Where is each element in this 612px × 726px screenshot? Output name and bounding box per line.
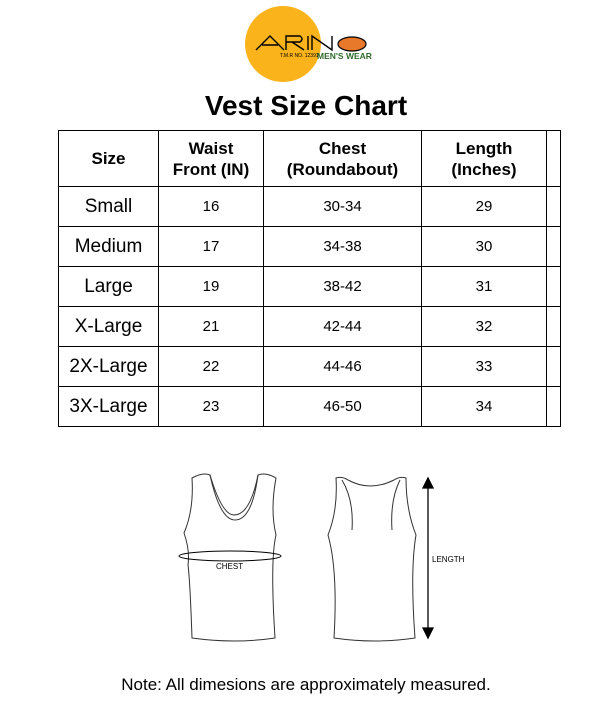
cell-empty <box>546 226 561 267</box>
table-row: X-Large 21 42-44 32 <box>58 306 561 347</box>
header-waist: Waist Front (IN) <box>158 130 264 187</box>
chest-measure-line <box>178 550 282 562</box>
cell-size: 2X-Large <box>58 346 159 387</box>
cell-size: Small <box>58 186 159 227</box>
cell-empty <box>546 306 561 347</box>
table-row: Large 19 38-42 31 <box>58 266 561 307</box>
svg-text:MEN'S WEAR: MEN'S WEAR <box>317 51 372 61</box>
cell-chest: 44-46 <box>263 346 422 387</box>
vest-diagram: CHEST LENGTH <box>170 460 480 650</box>
table-row: 3X-Large 23 46-50 34 <box>58 386 561 427</box>
size-table: Size Waist Front (IN) Chest (Roundabout) L… <box>58 130 561 427</box>
vest-back-illustration <box>327 476 417 642</box>
cell-chest: 38-42 <box>263 266 422 307</box>
table-row: Small 16 30-34 29 <box>58 186 561 227</box>
cell-waist: 17 <box>158 226 264 267</box>
cell-waist: 19 <box>158 266 264 307</box>
table-row: Medium 17 34-38 30 <box>58 226 561 267</box>
header-size: Size <box>58 130 159 187</box>
measurement-note: Note: All dimesions are approximately me… <box>121 675 491 694</box>
svg-text:T.M.R NO. 12391: T.M.R NO. 12391 <box>280 53 319 59</box>
cell-empty <box>546 346 561 387</box>
header-length: Length (Inches) <box>421 130 547 187</box>
cell-empty <box>546 386 561 427</box>
chest-label: CHEST <box>216 562 243 571</box>
cell-size: 3X-Large <box>58 386 159 427</box>
cell-length: 29 <box>421 186 547 227</box>
brand-logo: T.M.R NO. 12391 MEN'S WEAR <box>240 5 380 85</box>
cell-size: X-Large <box>58 306 159 347</box>
cell-length: 32 <box>421 306 547 347</box>
cell-waist: 16 <box>158 186 264 227</box>
cell-chest: 30-34 <box>263 186 422 227</box>
length-arrow <box>421 476 435 640</box>
length-label: LENGTH <box>432 555 465 564</box>
cell-length: 30 <box>421 226 547 267</box>
cell-waist: 21 <box>158 306 264 347</box>
table-header-row: Size Waist Front (IN) Chest (Roundabout) L… <box>58 130 561 187</box>
cell-waist: 23 <box>158 386 264 427</box>
cell-size: Large <box>58 266 159 307</box>
cell-chest: 42-44 <box>263 306 422 347</box>
vest-front-illustration <box>183 473 277 642</box>
cell-length: 34 <box>421 386 547 427</box>
cell-empty <box>546 186 561 227</box>
header-chest: Chest (Roundabout) <box>263 130 422 187</box>
cell-chest: 34-38 <box>263 226 422 267</box>
page-title: Vest Size Chart <box>204 90 408 121</box>
table-row: 2X-Large 22 44-46 33 <box>58 346 561 387</box>
cell-size: Medium <box>58 226 159 267</box>
cell-length: 31 <box>421 266 547 307</box>
cell-length: 33 <box>421 346 547 387</box>
cell-waist: 22 <box>158 346 264 387</box>
cell-empty <box>546 266 561 307</box>
header-empty <box>546 130 561 187</box>
cell-chest: 46-50 <box>263 386 422 427</box>
